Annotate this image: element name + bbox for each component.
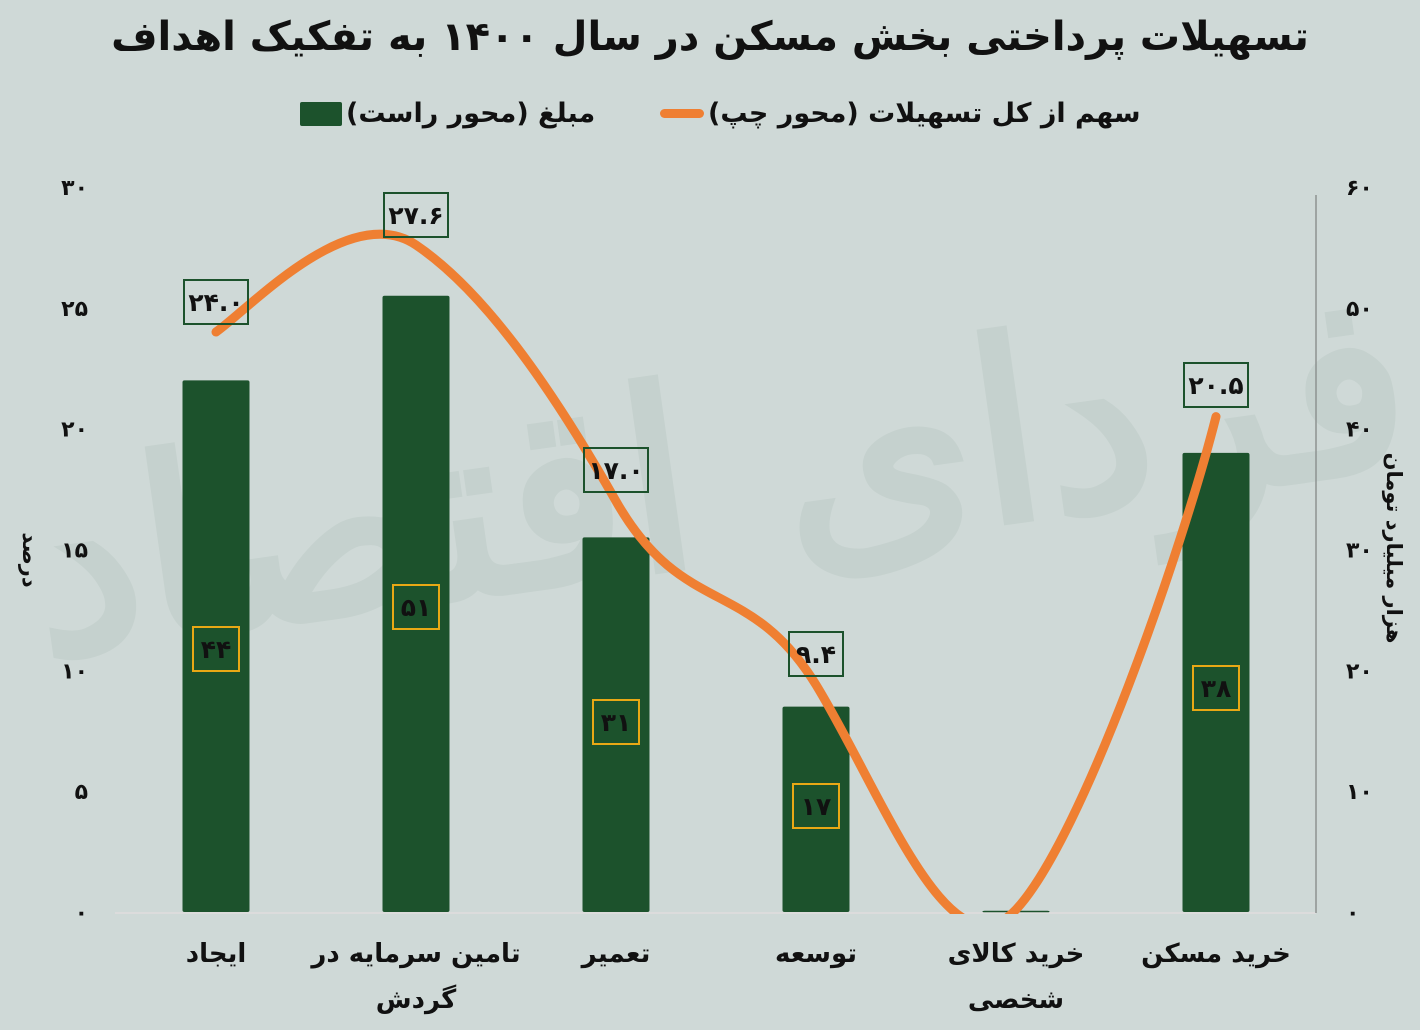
bar xyxy=(182,380,250,912)
share-value-box xyxy=(383,192,449,238)
share-value-box xyxy=(183,279,249,325)
share-value-label: ۲۴.۰ xyxy=(188,288,243,317)
legend-item-share: سهم از کل تسهیلات (محور چپ) xyxy=(660,98,1141,129)
legend-label-amount: مبلغ (محور راست) xyxy=(346,98,596,129)
amount-value-label: ۳۱ xyxy=(601,708,632,737)
right-axis-tick: ۴۰ xyxy=(1346,418,1373,443)
amount-value-box xyxy=(192,626,240,672)
bar xyxy=(382,295,450,912)
category-label: خرید کالای xyxy=(948,939,1085,969)
legend: سهم از کل تسهیلات (محور چپ) مبلغ (محور ر… xyxy=(0,98,1420,142)
amount-value-label: ۳۸ xyxy=(1201,674,1232,703)
left-axis-tick: ۵ xyxy=(75,780,88,805)
left-axis-tick: ۳۰ xyxy=(61,176,88,201)
left-axis-title: درصد xyxy=(18,532,42,588)
category-label: گردش xyxy=(376,984,457,1015)
bar xyxy=(1182,452,1250,912)
bar xyxy=(782,706,850,912)
amount-value-box xyxy=(592,699,640,745)
bar-swatch-icon xyxy=(300,101,342,126)
right-axis-tick: ۱۰ xyxy=(1346,780,1373,805)
right-axis-tick: ۶۰ xyxy=(1346,176,1373,201)
category-label: تعمیر xyxy=(580,939,651,969)
category-label: شخصی xyxy=(968,985,1064,1015)
share-value-box xyxy=(1183,362,1249,408)
category-label: تامین سرمایه در xyxy=(309,939,520,969)
amount-value-box xyxy=(392,584,440,630)
category-label: ایجاد xyxy=(186,939,247,969)
right-axis-title: هزار میلیارد تومان xyxy=(1382,452,1406,644)
right-axis-tick: ۰ xyxy=(1346,901,1359,926)
share-value-box xyxy=(788,631,844,677)
amount-value-label: ۵۱ xyxy=(401,593,432,622)
chart-title: تسهیلات پرداختی بخش مسکن در سال ۱۴۰۰ به … xyxy=(111,14,1309,60)
bar xyxy=(582,537,650,912)
right-axis-tick: ۲۰ xyxy=(1346,659,1373,684)
share-value-label: ۹.۴ xyxy=(796,640,836,669)
category-label: خرید مسکن xyxy=(1141,939,1291,969)
share-value-label: ۲۰.۵ xyxy=(1188,371,1243,400)
share-value-label: ۱۷.۰ xyxy=(588,456,643,485)
amount-value-box xyxy=(792,783,840,829)
amount-value-label: ۴۴ xyxy=(201,635,232,664)
category-label: توسعه xyxy=(775,939,857,969)
share-value-box xyxy=(583,447,649,493)
right-axis-tick: ۵۰ xyxy=(1346,297,1373,322)
share-line xyxy=(211,229,1221,914)
left-axis-tick: ۲۰ xyxy=(61,418,88,443)
left-axis-tick: ۲۵ xyxy=(61,297,88,322)
right-axis-tick: ۳۰ xyxy=(1346,539,1373,564)
line-swatch-icon xyxy=(660,109,704,118)
left-axis-tick: ۰ xyxy=(75,901,88,926)
legend-item-amount: مبلغ (محور راست) xyxy=(300,98,595,129)
amount-value-label: ۱۷ xyxy=(801,792,832,821)
amount-value-box xyxy=(1192,665,1240,711)
left-axis-tick: ۱۰ xyxy=(61,659,88,684)
legend-label-share: سهم از کل تسهیلات (محور چپ) xyxy=(708,98,1141,129)
share-value-label: ۲۷.۶ xyxy=(388,201,443,230)
left-axis-tick: ۱۵ xyxy=(61,539,88,564)
